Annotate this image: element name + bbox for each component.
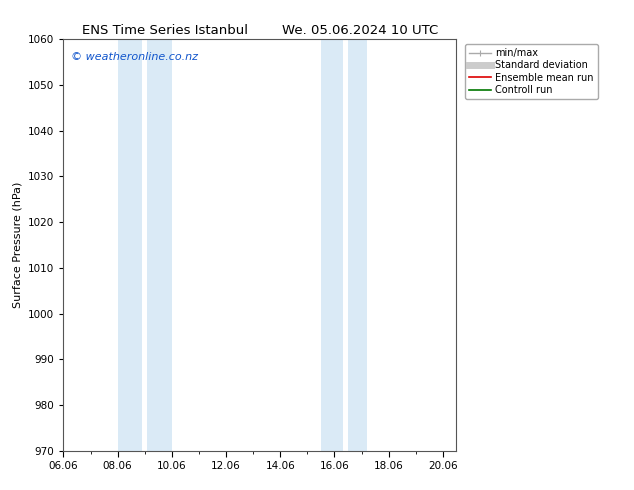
Bar xyxy=(118,39,142,451)
Bar xyxy=(321,39,342,451)
Title: ENS Time Series Istanbul        We. 05.06.2024 10 UTC: ENS Time Series Istanbul We. 05.06.2024 … xyxy=(82,24,438,37)
Bar xyxy=(348,39,367,451)
Legend: min/max, Standard deviation, Ensemble mean run, Controll run: min/max, Standard deviation, Ensemble me… xyxy=(465,44,598,99)
Y-axis label: Surface Pressure (hPa): Surface Pressure (hPa) xyxy=(13,182,23,308)
Text: © weatheronline.co.nz: © weatheronline.co.nz xyxy=(71,51,198,62)
Bar xyxy=(148,39,172,451)
